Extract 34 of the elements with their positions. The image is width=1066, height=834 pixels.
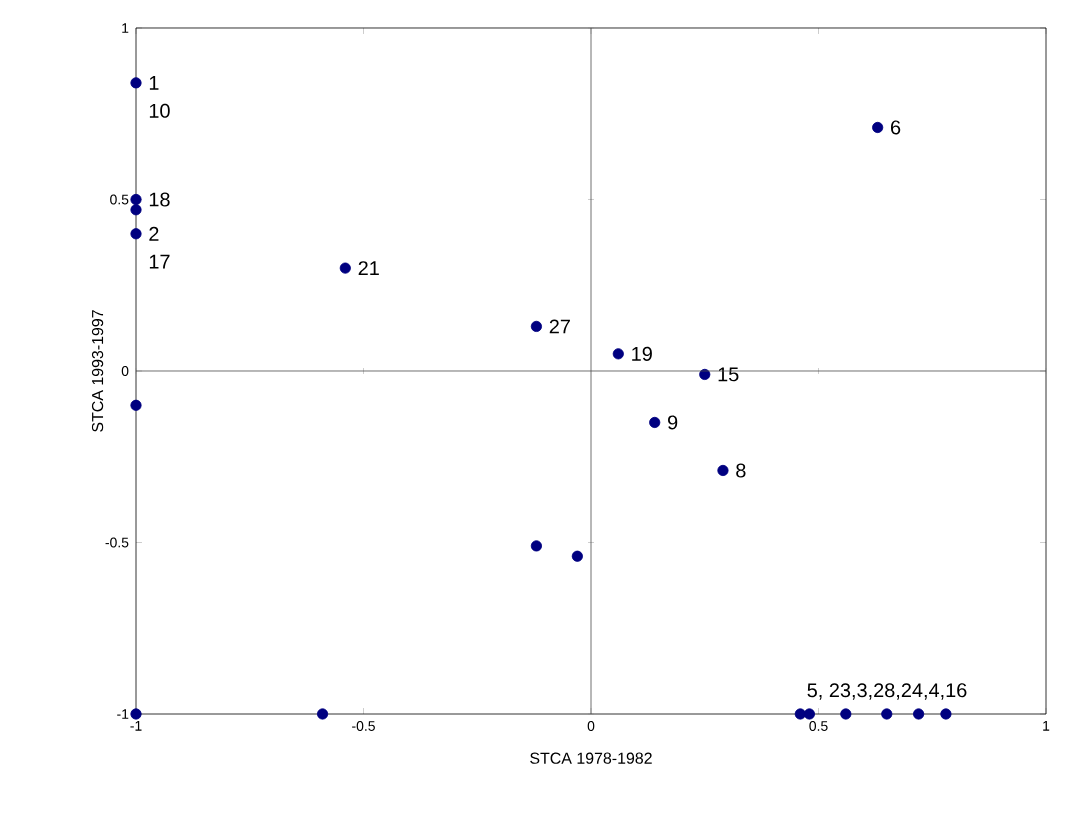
point: [872, 121, 884, 134]
point: [794, 708, 806, 720]
annotation: 2: [149, 226, 159, 241]
annotation: 27: [549, 319, 570, 334]
point: [840, 708, 852, 720]
annotation: 19: [632, 346, 652, 361]
annotation: 8: [736, 463, 746, 478]
point: [130, 708, 142, 720]
point: [913, 708, 925, 720]
annotation: 21: [358, 261, 379, 276]
point: [130, 193, 142, 206]
annotation: 17: [149, 254, 170, 269]
point: [530, 320, 542, 332]
point: [130, 77, 142, 89]
annotation: 9: [668, 415, 678, 430]
point: [130, 228, 142, 240]
annotation: 10: [149, 103, 170, 118]
point: [940, 708, 952, 720]
point: [881, 708, 893, 720]
point: [339, 262, 351, 274]
annotation: 15: [718, 367, 739, 382]
point: [316, 708, 329, 720]
point: [803, 708, 815, 720]
point: [612, 348, 624, 360]
point: [571, 550, 583, 562]
point: [130, 399, 142, 411]
point: [717, 464, 729, 477]
annotation: 5, 23,3,28,24,4,16: [807, 683, 967, 700]
annotation: 6: [891, 120, 901, 135]
point: [530, 540, 542, 552]
annotation: 18: [149, 192, 170, 207]
annotation: 1: [149, 76, 159, 90]
point: [649, 416, 661, 429]
point: [130, 204, 142, 216]
